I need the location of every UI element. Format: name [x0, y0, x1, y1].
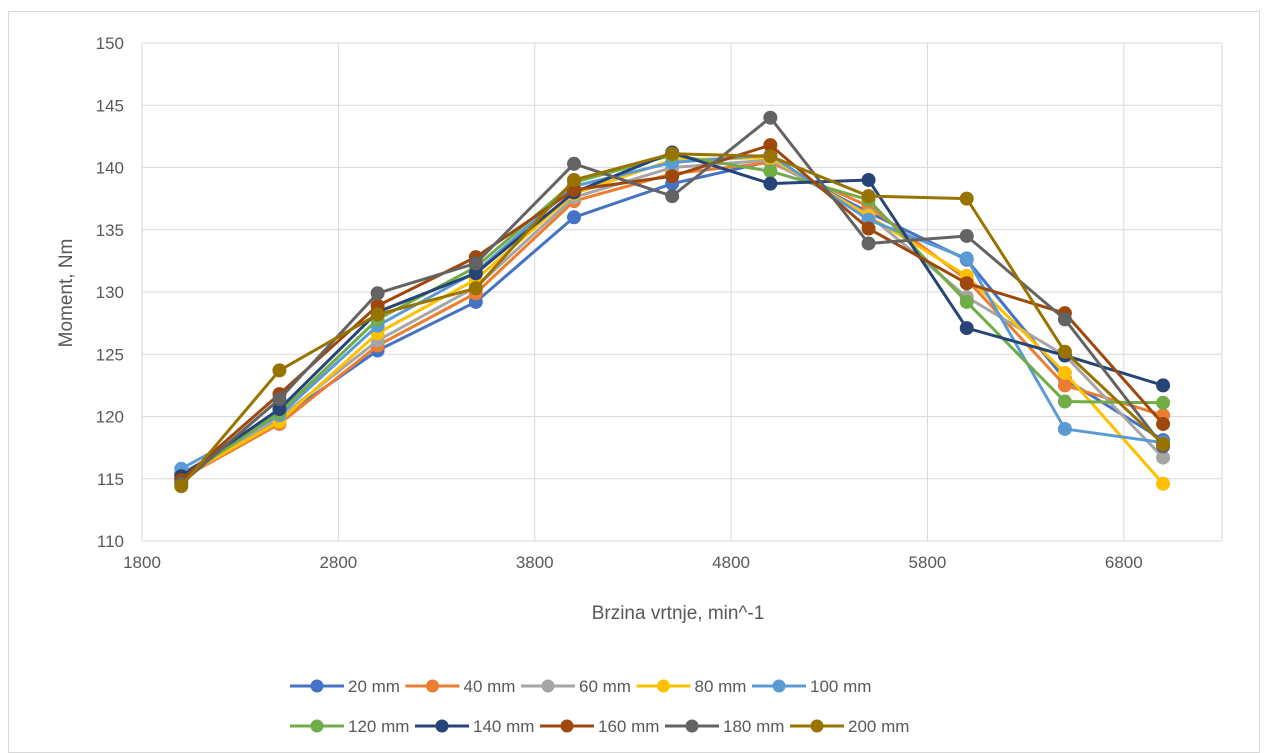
legend-swatch-marker — [657, 679, 670, 693]
data-point — [763, 110, 778, 125]
legend-item: 100 mm — [752, 677, 871, 696]
data-point — [959, 276, 974, 291]
data-point — [1057, 312, 1072, 327]
legend-item: 120 mm — [290, 717, 409, 736]
legend-swatch-marker — [435, 719, 449, 733]
data-point — [1156, 395, 1171, 410]
legend-swatch-marker — [560, 719, 574, 733]
x-tick-label: 6800 — [1105, 553, 1143, 572]
chart-frame — [8, 11, 1260, 753]
legend-item: 60 mm — [521, 677, 631, 696]
legend-swatch-marker — [772, 679, 786, 693]
x-tick-label: 2800 — [319, 553, 357, 572]
legend-item: 200 mm — [790, 717, 909, 736]
series-line — [180, 159, 1164, 476]
y-tick-label: 120 — [96, 408, 124, 427]
legend-item: 40 mm — [405, 677, 516, 696]
legend-swatch-marker — [685, 719, 699, 733]
data-point — [1057, 344, 1072, 359]
y-tick-label: 140 — [96, 159, 124, 178]
data-point — [1057, 378, 1072, 393]
legend-swatch-marker — [426, 679, 439, 693]
legend-item: 180 mm — [665, 717, 784, 736]
series-20-mm — [174, 154, 1171, 481]
data-point — [468, 256, 483, 271]
data-point — [959, 251, 974, 266]
data-point — [665, 169, 680, 184]
data-point — [861, 236, 876, 251]
data-point — [272, 392, 287, 407]
legend-swatch-marker — [310, 719, 324, 733]
data-point — [959, 228, 974, 243]
data-point — [1156, 436, 1171, 451]
data-point — [468, 281, 483, 296]
data-point — [959, 321, 974, 336]
data-point — [1057, 365, 1072, 380]
data-point — [1057, 421, 1072, 436]
data-point — [763, 176, 778, 191]
data-point — [665, 189, 680, 204]
data-point — [1057, 394, 1072, 409]
data-point — [370, 286, 385, 301]
legend-label: 60 mm — [579, 677, 631, 696]
y-tick-label: 135 — [96, 221, 124, 240]
data-point — [272, 363, 287, 378]
data-point — [861, 221, 876, 236]
legend-item: 80 mm — [636, 677, 747, 696]
y-tick-label: 125 — [96, 345, 124, 364]
data-point — [174, 479, 189, 494]
data-point — [370, 307, 385, 322]
data-point — [1156, 416, 1171, 431]
data-point — [959, 294, 974, 309]
y-tick-label: 130 — [96, 283, 124, 302]
data-point — [861, 172, 876, 187]
legend-label: 40 mm — [464, 677, 516, 696]
data-point — [763, 164, 778, 179]
series-layer — [174, 110, 1171, 494]
x-axis-title: Brzina vrtnje, min^-1 — [592, 603, 765, 624]
legend-item: 20 mm — [290, 677, 400, 696]
series-line — [180, 153, 1164, 480]
y-axis-ticks: 110 115 120 125 130 135 140 145 150 — [96, 34, 124, 551]
gridlines — [141, 42, 1223, 542]
y-axis-title: Moment, Nm — [56, 239, 77, 348]
data-point — [763, 149, 778, 164]
y-tick-label: 110 — [97, 532, 124, 551]
legend-label: 140 mm — [473, 717, 534, 736]
legend-swatch-marker — [810, 719, 824, 733]
data-point — [861, 189, 876, 204]
series-200-mm — [174, 146, 1171, 494]
legend-label: 20 mm — [348, 677, 400, 696]
x-axis-ticks: 1800 2800 3800 4800 5800 6800 — [123, 553, 1143, 572]
data-point — [1156, 378, 1171, 393]
y-tick-label: 115 — [97, 470, 124, 489]
legend-label: 120 mm — [348, 717, 409, 736]
legend-label: 160 mm — [598, 717, 659, 736]
data-point — [567, 210, 581, 225]
data-point — [959, 191, 974, 206]
data-point — [567, 172, 581, 187]
series-40-mm — [174, 155, 1171, 486]
x-tick-label: 1800 — [123, 553, 161, 572]
legend: 20 mm 40 mm 60 mm 80 mm 100 mm 120 mm 140 mm 16… — [290, 677, 909, 736]
legend-label: 100 mm — [810, 677, 871, 696]
y-tick-label: 145 — [96, 96, 124, 115]
x-tick-label: 3800 — [516, 553, 554, 572]
legend-label: 80 mm — [695, 677, 747, 696]
legend-swatch-marker — [310, 679, 324, 693]
legend-label: 200 mm — [848, 717, 909, 736]
data-point — [665, 146, 680, 161]
legend-label: 180 mm — [723, 717, 784, 736]
x-tick-label: 4800 — [712, 553, 750, 572]
legend-swatch-marker — [541, 679, 555, 693]
y-tick-label: 150 — [96, 34, 124, 53]
data-point — [567, 156, 581, 171]
data-point — [1156, 476, 1171, 491]
legend-item: 160 mm — [540, 717, 659, 736]
x-tick-label: 5800 — [909, 553, 947, 572]
legend-item: 140 mm — [415, 717, 534, 736]
